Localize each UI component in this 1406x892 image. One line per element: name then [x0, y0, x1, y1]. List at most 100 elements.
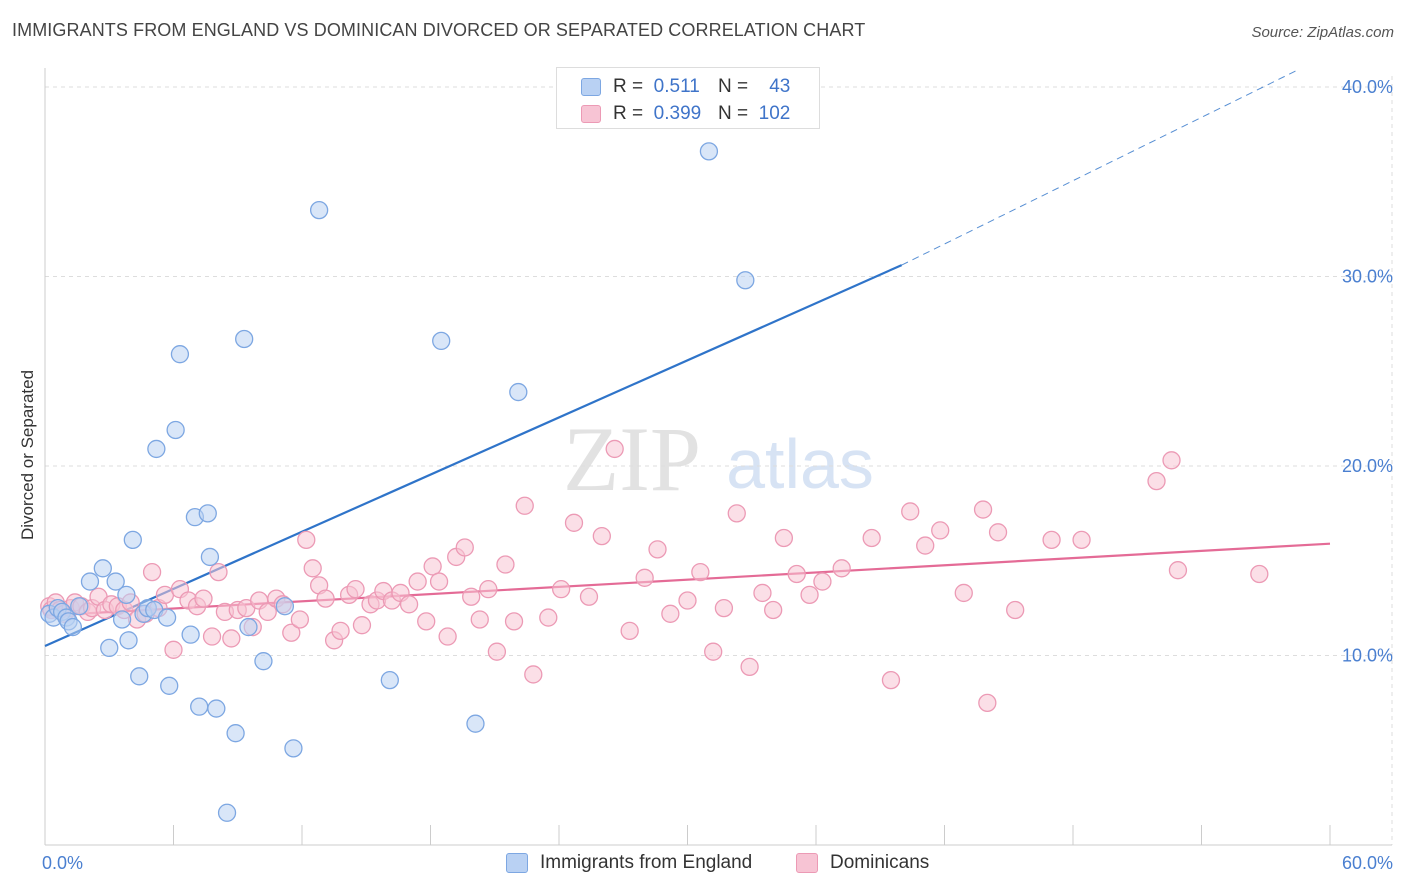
point-pink — [661, 604, 680, 623]
point-blue — [309, 200, 329, 220]
point-pink — [209, 562, 228, 582]
point-pink — [605, 439, 624, 459]
legend-row-england: R = 0.511 N = 43 — [581, 74, 790, 100]
watermark-atlas: atlas — [726, 425, 874, 503]
y-tick-label: 20.0% — [1342, 456, 1393, 476]
point-blue — [235, 329, 254, 349]
legend-swatch-dominicans — [581, 105, 601, 123]
point-blue — [119, 631, 138, 650]
point-pink — [648, 540, 667, 559]
point-blue — [181, 625, 200, 644]
point-pink — [455, 538, 474, 557]
point-pink — [316, 589, 335, 608]
point-blue — [80, 572, 100, 591]
point-pink — [164, 640, 183, 659]
point-pink — [978, 693, 997, 713]
point-pink — [704, 642, 723, 661]
legend-item-dominicans: Dominicans — [796, 852, 929, 874]
point-blue — [200, 547, 220, 567]
point-blue — [217, 803, 237, 822]
point-pink — [282, 623, 301, 642]
point-pink — [524, 665, 543, 684]
point-pink — [691, 562, 710, 582]
point-pink — [487, 642, 507, 661]
trend-extension-blue — [901, 69, 1299, 266]
legend-swatch-england — [581, 78, 601, 96]
point-blue — [190, 697, 209, 716]
point-blue — [63, 617, 82, 637]
point-pink — [988, 523, 1008, 542]
legend-r-label: R = — [613, 76, 644, 97]
point-pink — [515, 496, 534, 515]
point-blue — [160, 676, 179, 695]
point-pink — [635, 568, 654, 587]
legend-r-value: 0.399 — [653, 103, 702, 124]
point-pink — [352, 616, 372, 635]
point-pink — [551, 580, 571, 599]
point-blue — [736, 271, 755, 290]
point-blue — [207, 699, 226, 718]
point-pink — [438, 627, 457, 646]
point-blue — [106, 572, 125, 591]
point-blue — [226, 724, 245, 743]
point-pink — [787, 564, 806, 584]
point-pink — [813, 572, 832, 591]
point-pink — [931, 521, 950, 540]
point-pink — [740, 657, 759, 677]
point-pink — [753, 583, 772, 603]
point-pink — [1250, 564, 1269, 584]
point-pink — [258, 602, 277, 622]
point-pink — [973, 500, 993, 519]
point-pink — [714, 598, 734, 618]
point-blue — [112, 610, 132, 629]
y-tick-label: 30.0% — [1342, 266, 1393, 286]
point-pink — [417, 612, 436, 631]
legend-n-value: 102 — [758, 103, 791, 124]
tick-labels: 10.0% 20.0% 30.0% 40.0% 0.0% 60.0% — [42, 77, 1393, 873]
trend-lines — [44, 69, 1331, 648]
legend-swatch-england — [506, 853, 528, 873]
point-pink — [954, 583, 973, 603]
point-pink — [800, 585, 819, 604]
point-blue — [147, 439, 166, 459]
legend-r-value: 0.511 — [653, 76, 700, 97]
point-pink — [678, 591, 697, 610]
point-blue — [170, 345, 190, 364]
point-blue — [254, 652, 273, 671]
gridlines — [45, 76, 1393, 845]
point-pink — [579, 587, 599, 606]
point-pink — [1162, 451, 1181, 470]
point-blue — [466, 714, 485, 733]
trend-line-blue — [44, 264, 903, 648]
source-credit: Source: ZipAtlas.com — [1251, 24, 1394, 41]
watermark: ZIP atlas — [563, 408, 874, 510]
point-pink — [901, 502, 920, 521]
point-pink — [303, 559, 322, 578]
point-pink — [346, 580, 365, 599]
legend-n-value: 43 — [769, 76, 791, 97]
legend-r-label: R = — [613, 103, 644, 124]
point-pink — [1006, 600, 1025, 620]
point-pink — [496, 555, 515, 574]
point-blue — [380, 670, 399, 690]
y-tick-label: 40.0% — [1342, 77, 1393, 97]
point-blue — [432, 331, 451, 351]
point-pink — [916, 536, 935, 555]
series-legend: Immigrants from England Dominicans — [0, 852, 1406, 878]
chart-title: IMMIGRANTS FROM ENGLAND VS DOMINICAN DIV… — [12, 20, 866, 40]
point-blue — [509, 382, 528, 402]
point-blue — [100, 638, 119, 658]
point-blue — [123, 530, 142, 550]
point-pink — [881, 670, 901, 690]
point-pink — [194, 589, 213, 608]
y-tick-label: 10.0% — [1342, 645, 1393, 665]
point-pink — [862, 528, 881, 548]
point-pink — [832, 559, 851, 578]
point-blue — [198, 504, 217, 523]
point-blue — [239, 617, 258, 637]
point-pink — [470, 610, 489, 629]
point-blue — [70, 597, 89, 616]
point-pink — [764, 600, 783, 620]
point-pink — [290, 610, 310, 629]
